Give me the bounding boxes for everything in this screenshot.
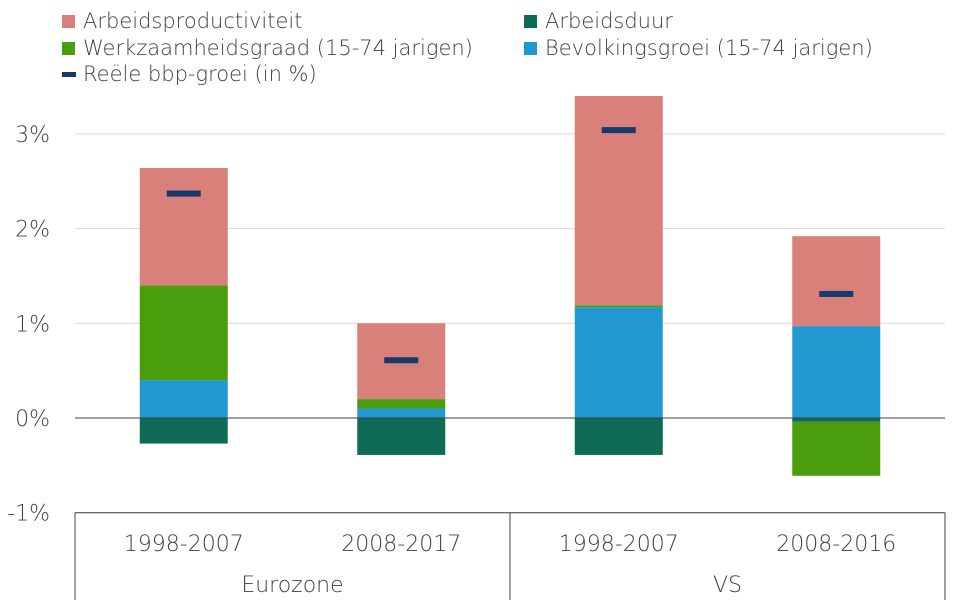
legend-label-bevolking: Bevolkingsgroei (15-74 jarigen) bbox=[545, 36, 873, 60]
legend-item-productiviteit: Arbeidsproductiviteit bbox=[62, 8, 302, 34]
bar-segment-bevolking bbox=[574, 307, 663, 418]
y-tick-label: -1% bbox=[7, 502, 50, 527]
x-group-label: Eurozone bbox=[241, 573, 343, 598]
y-tick-label: 3% bbox=[15, 123, 50, 148]
bar-segment-productiviteit bbox=[139, 167, 228, 286]
bar-segment-arbeidsduur bbox=[139, 418, 228, 444]
bar-segment-arbeidsduur bbox=[792, 418, 881, 422]
x-tick-label: 1998-2007 bbox=[559, 532, 679, 557]
bar-segment-bevolking bbox=[792, 326, 881, 418]
legend-item-werkzaamheid: Werkzaamheidsgraad (15-74 jarigen) bbox=[62, 35, 473, 61]
legend-swatch-bbp bbox=[62, 71, 76, 77]
legend-swatch-werkzaamheid bbox=[62, 41, 75, 55]
legend-label-bbp: Reële bbp-groei (in %) bbox=[83, 62, 317, 86]
x-tick-label: 1998-2007 bbox=[124, 532, 244, 557]
legend-swatch-bevolking bbox=[524, 41, 537, 55]
bar-segment-bevolking bbox=[139, 380, 228, 418]
legend-label-werkzaamheid: Werkzaamheidsgraad (15-74 jarigen) bbox=[83, 36, 473, 60]
x-group-label: VS bbox=[713, 573, 742, 598]
legend-item-arbeidsduur: Arbeidsduur bbox=[524, 8, 673, 34]
bar-segment-werkzaamheid bbox=[574, 305, 663, 308]
bbp-marker bbox=[166, 190, 201, 197]
legend-swatch-productiviteit bbox=[62, 14, 75, 28]
bar-segment-arbeidsduur bbox=[357, 418, 446, 455]
legend-swatch-arbeidsduur bbox=[524, 14, 537, 28]
bar-segment-werkzaamheid bbox=[357, 399, 446, 409]
legend-label-productiviteit: Arbeidsproductiviteit bbox=[83, 9, 303, 33]
y-tick-label: 1% bbox=[15, 312, 50, 337]
bbp-marker bbox=[819, 290, 854, 297]
bbp-marker bbox=[384, 357, 419, 364]
y-tick-label: 2% bbox=[15, 218, 50, 243]
bar-segment-productiviteit bbox=[792, 236, 881, 327]
legend-label-arbeidsduur: Arbeidsduur bbox=[545, 9, 673, 33]
x-tick-label: 2008-2017 bbox=[341, 532, 461, 557]
bar-segment-bevolking bbox=[357, 408, 446, 418]
y-tick-label: 0% bbox=[15, 407, 50, 432]
legend-item-bevolking: Bevolkingsgroei (15-74 jarigen) bbox=[524, 35, 873, 61]
legend-item-bbp: Reële bbp-groei (in %) bbox=[62, 61, 317, 87]
chart-legend: Arbeidsproductiviteit Arbeidsduur Werkza… bbox=[0, 0, 960, 92]
bar-segment-arbeidsduur bbox=[574, 418, 663, 455]
bar-segment-werkzaamheid bbox=[792, 421, 881, 476]
bbp-marker bbox=[601, 127, 636, 134]
bar-segment-werkzaamheid bbox=[139, 285, 228, 381]
x-tick-label: 2008-2016 bbox=[776, 532, 896, 557]
